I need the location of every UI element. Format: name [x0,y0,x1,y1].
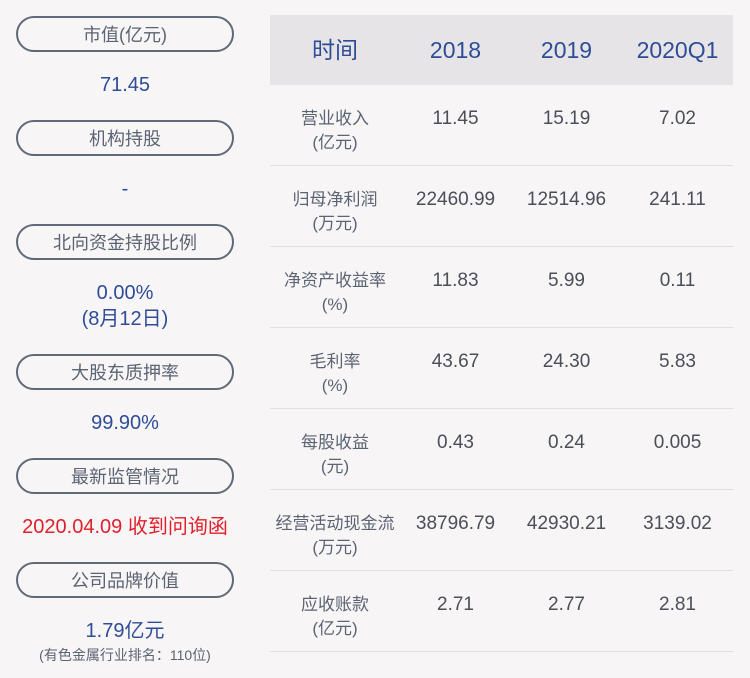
table-row: 毛利率 (%) 43.67 24.30 5.83 [270,328,733,409]
cell: 5.99 [548,270,585,291]
cell: 7.02 [659,108,696,129]
header-2019: 2019 [540,36,593,63]
cell: 24.30 [542,351,591,372]
cell: 2.77 [548,594,585,615]
row-label: 经营活动现金流 (万元) [270,512,400,560]
cell: 15.19 [542,108,591,129]
metric-unit: (元) [320,457,350,476]
cell: 0.43 [437,432,474,453]
metric-unit: (%) [321,376,349,395]
metric-name: 每股收益 [301,433,369,452]
metric-name: 净资产收益率 [284,271,386,290]
header-time: 时间 [312,37,358,63]
cell: 2.81 [659,594,696,615]
brand-value-rank-note: (有色金属行业排名：110位) [39,647,211,663]
row-label: 营业收入 (亿元) [270,107,400,155]
row-label: 每股收益 (元) [270,431,400,479]
cell: 38796.79 [415,513,496,534]
metric-name: 应收账款 [301,595,369,614]
cell: 0.24 [548,432,585,453]
metric-unit: (%) [321,295,349,314]
cell: 22460.99 [415,189,496,210]
northbound-ratio-value: 0.00% [96,282,154,304]
metric-unit: (亿元) [312,619,358,638]
row-label: 应收账款 (亿元) [270,593,400,641]
institution-holding-label: 机构持股 [16,120,234,156]
pledge-ratio-label: 大股东质押率 [16,354,234,390]
brand-value-value: 1.79亿元 [85,620,165,642]
row-label: 毛利率 (%) [270,350,400,398]
cell: 3139.02 [643,513,712,534]
table-row: 营业收入 (亿元) 11.45 15.19 7.02 [270,85,733,166]
cell: 2.71 [437,594,474,615]
metric-unit: (万元) [312,214,358,233]
institution-holding-value: - [121,178,129,200]
regulatory-value: 2020.04.09 收到问询函 [22,516,228,538]
metric-name: 经营活动现金流 [275,514,395,533]
cell: 12514.96 [526,189,607,210]
metric-name: 归母净利润 [292,190,378,209]
northbound-ratio-label: 北向资金持股比例 [16,224,234,260]
northbound-ratio-date: (8月12日) [81,308,169,330]
brand-value-label: 公司品牌价值 [16,562,234,598]
cell: 42930.21 [526,513,607,534]
metric-unit: (亿元) [312,133,358,152]
table-row: 应收账款 (亿元) 2.71 2.77 2.81 [270,571,733,652]
row-label: 净资产收益率 (%) [270,269,400,317]
cell: 241.11 [649,189,706,210]
market-cap-value: 71.45 [99,74,151,96]
table-row: 经营活动现金流 (万元) 38796.79 42930.21 3139.02 [270,490,733,571]
cell: 43.67 [431,351,480,372]
cell: 0.11 [659,270,696,291]
cell: 11.45 [432,108,479,129]
row-label: 归母净利润 (万元) [270,188,400,236]
pledge-ratio-value: 99.90% [91,412,159,434]
table-row: 每股收益 (元) 0.43 0.24 0.005 [270,409,733,490]
metric-name: 营业收入 [301,109,369,128]
cell: 5.83 [659,351,696,372]
header-2020q1: 2020Q1 [636,36,719,63]
cell: 0.005 [653,432,702,453]
regulatory-label: 最新监管情况 [16,458,234,494]
table-header: 时间 2018 2019 2020Q1 [270,15,733,85]
table-row: 净资产收益率 (%) 11.83 5.99 0.11 [270,247,733,328]
metric-name: 毛利率 [309,352,361,371]
metric-unit: (万元) [312,538,358,557]
market-cap-label: 市值(亿元) [16,16,234,52]
header-2018: 2018 [429,36,482,63]
financial-table: 时间 2018 2019 2020Q1 营业收入 (亿元) 11.45 15.19… [270,15,733,652]
table-row: 归母净利润 (万元) 22460.99 12514.96 241.11 [270,166,733,247]
cell: 11.83 [432,270,479,291]
